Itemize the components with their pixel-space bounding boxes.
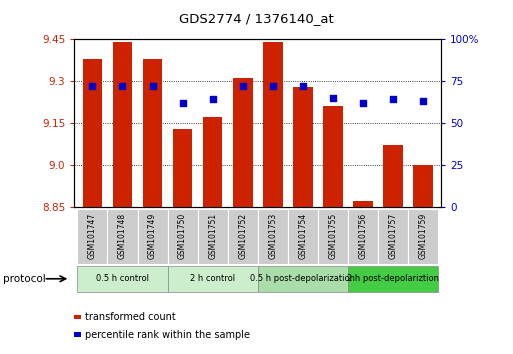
Bar (143, 58, 162, 207)
Bar (168, 209, 198, 264)
Text: 0.5 h control: 0.5 h control (96, 274, 149, 283)
Bar (413, 165, 433, 207)
Bar (288, 209, 318, 264)
Bar (168, 266, 258, 292)
Bar (318, 209, 348, 264)
Text: GDS2774 / 1376140_at: GDS2774 / 1376140_at (179, 12, 334, 25)
Bar (348, 209, 378, 264)
Bar (323, 106, 343, 207)
Text: GSM101750: GSM101750 (178, 213, 187, 259)
Bar (383, 145, 403, 207)
Point (239, 83, 247, 89)
Text: GSM101757: GSM101757 (388, 213, 398, 259)
Bar (353, 201, 373, 207)
Bar (228, 209, 258, 264)
Point (329, 95, 337, 101)
Point (269, 83, 277, 89)
Text: protocol: protocol (3, 274, 45, 284)
Text: GSM101753: GSM101753 (268, 213, 278, 259)
Bar (408, 209, 438, 264)
Point (88, 83, 96, 89)
Bar (77, 266, 168, 292)
Point (209, 97, 217, 102)
Text: GSM101747: GSM101747 (88, 213, 97, 259)
Point (419, 98, 427, 104)
Point (299, 83, 307, 89)
Text: GSM101759: GSM101759 (419, 213, 428, 259)
Bar (233, 78, 252, 207)
Bar (77, 209, 107, 264)
Text: GSM101748: GSM101748 (118, 213, 127, 259)
Bar (258, 266, 348, 292)
Bar (263, 42, 283, 207)
Bar (203, 118, 223, 207)
Bar (348, 266, 438, 292)
Point (359, 100, 367, 105)
Text: GSM101749: GSM101749 (148, 213, 157, 259)
Text: GSM101756: GSM101756 (359, 213, 367, 259)
Bar (378, 209, 408, 264)
Point (119, 83, 127, 89)
Bar (173, 129, 192, 207)
Point (179, 100, 187, 105)
Text: GSM101754: GSM101754 (299, 213, 307, 259)
Text: percentile rank within the sample: percentile rank within the sample (85, 330, 250, 339)
Text: 0.5 h post-depolarization: 0.5 h post-depolarization (250, 274, 356, 283)
Text: GSM101755: GSM101755 (328, 213, 338, 259)
Bar (113, 42, 132, 207)
Point (148, 83, 156, 89)
Text: transformed count: transformed count (85, 312, 176, 322)
Bar (107, 209, 137, 264)
Text: 2 h post-depolariztion: 2 h post-depolariztion (347, 274, 439, 283)
Bar (258, 209, 288, 264)
Bar (198, 209, 228, 264)
Text: GSM101752: GSM101752 (238, 213, 247, 259)
Bar (293, 87, 312, 207)
Point (389, 97, 397, 102)
Text: 2 h control: 2 h control (190, 274, 235, 283)
Text: GSM101751: GSM101751 (208, 213, 217, 259)
Bar (137, 209, 168, 264)
Bar (83, 58, 102, 207)
